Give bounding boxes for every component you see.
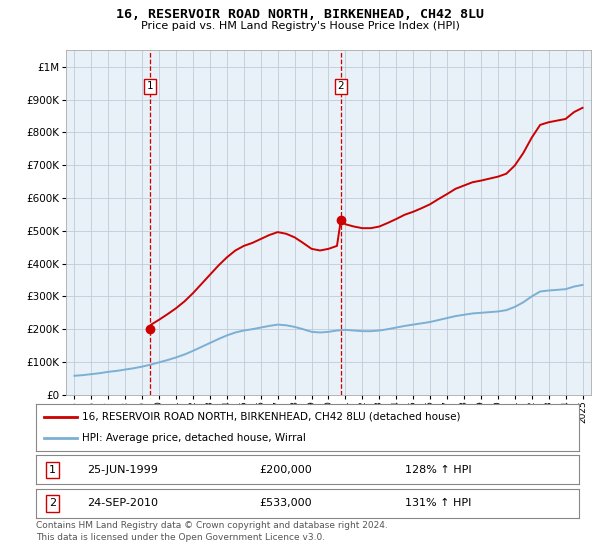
Text: 1: 1 [49, 465, 56, 475]
Text: HPI: Average price, detached house, Wirral: HPI: Average price, detached house, Wirr… [82, 433, 306, 444]
Text: £200,000: £200,000 [259, 465, 312, 475]
Text: 2: 2 [49, 498, 56, 508]
Text: Contains HM Land Registry data © Crown copyright and database right 2024.
This d: Contains HM Land Registry data © Crown c… [36, 521, 388, 542]
Text: 2: 2 [338, 82, 344, 91]
Text: 128% ↑ HPI: 128% ↑ HPI [404, 465, 471, 475]
Text: 16, RESERVOIR ROAD NORTH, BIRKENHEAD, CH42 8LU: 16, RESERVOIR ROAD NORTH, BIRKENHEAD, CH… [116, 8, 484, 21]
Text: Price paid vs. HM Land Registry's House Price Index (HPI): Price paid vs. HM Land Registry's House … [140, 21, 460, 31]
Text: 131% ↑ HPI: 131% ↑ HPI [404, 498, 471, 508]
Text: £533,000: £533,000 [259, 498, 312, 508]
Text: 25-JUN-1999: 25-JUN-1999 [88, 465, 158, 475]
Text: 16, RESERVOIR ROAD NORTH, BIRKENHEAD, CH42 8LU (detached house): 16, RESERVOIR ROAD NORTH, BIRKENHEAD, CH… [82, 412, 461, 422]
Text: 1: 1 [147, 82, 154, 91]
Text: 24-SEP-2010: 24-SEP-2010 [88, 498, 158, 508]
